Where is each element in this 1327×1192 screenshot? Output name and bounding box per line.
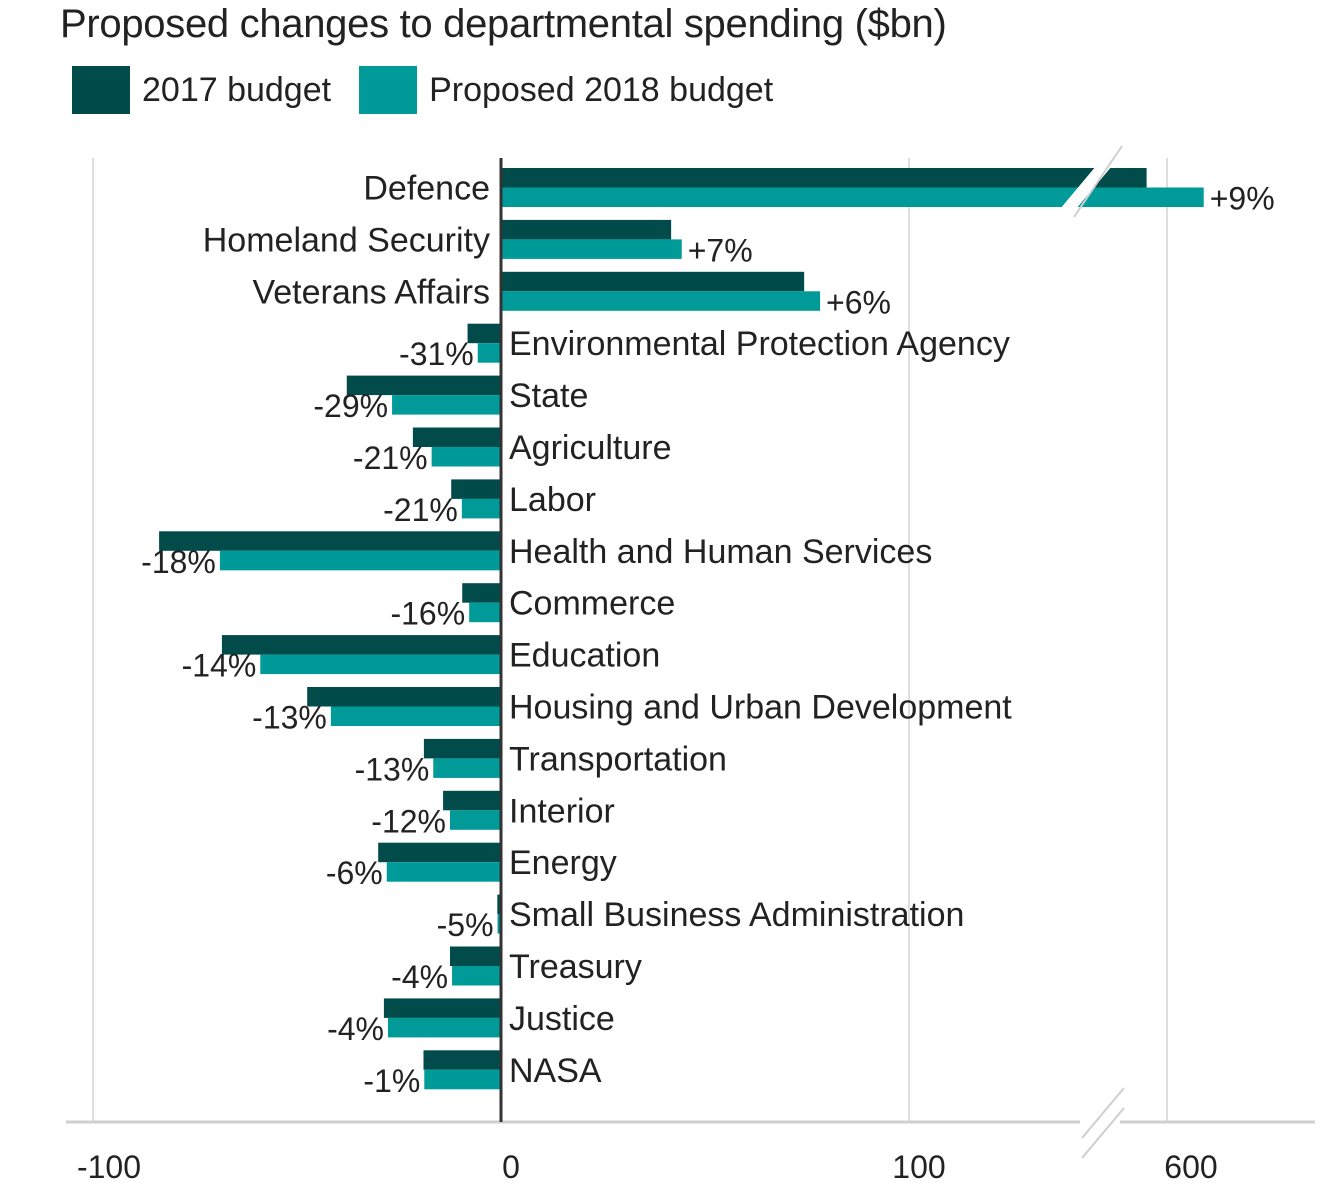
bar-2018 (452, 966, 501, 986)
legend-label-2018: Proposed 2018 budget (429, 70, 774, 109)
bar-2017 (383, 998, 501, 1018)
category-label: Health and Human Services (509, 533, 932, 571)
legend: 2017 budget Proposed 2018 budget (72, 66, 801, 114)
change-label: -14% (182, 648, 257, 684)
change-label: -13% (252, 700, 327, 736)
bar-2017 (423, 738, 501, 759)
bar-2018 (431, 447, 501, 467)
axis-break-gap (1080, 1095, 1120, 1155)
bar-2018 (387, 1017, 501, 1038)
x-tick-label: 600 (1164, 1149, 1217, 1185)
legend-swatch-2017 (72, 66, 130, 114)
category-label: State (509, 377, 588, 415)
category-label: Agriculture (509, 429, 672, 467)
change-label: +6% (826, 284, 891, 320)
category-label: Environmental Protection Agency (509, 325, 1010, 363)
bar-2017 (450, 946, 501, 966)
category-label: Defence (363, 170, 490, 208)
change-label: -21% (353, 440, 428, 476)
bar-2017 (497, 894, 501, 915)
category-label: Education (509, 637, 660, 675)
change-label: -12% (371, 803, 446, 839)
legend-swatch-2018 (359, 66, 418, 114)
axis-break-mark (1081, 1107, 1125, 1159)
legend-item-2018: Proposed 2018 budget (359, 66, 773, 114)
bar-2018 (219, 550, 501, 571)
bar-break-gap (1060, 166, 1112, 209)
change-label: -4% (327, 1011, 384, 1047)
bar-2018 (469, 602, 501, 623)
change-label: -31% (399, 336, 474, 372)
bar-2018 (501, 291, 821, 311)
category-label: Commerce (509, 585, 675, 623)
bar-2017 (443, 790, 501, 811)
chart-title: Proposed changes to departmental spendin… (60, 2, 947, 46)
x-tick-label: 100 (892, 1149, 945, 1185)
bar-2017 (462, 583, 501, 603)
category-label: Veterans Affairs (252, 273, 490, 311)
bar-2017 (346, 375, 501, 396)
bar-2018 (433, 758, 501, 778)
change-label: -4% (391, 959, 448, 995)
x-tick-label: 0 (502, 1149, 520, 1185)
change-label: -16% (390, 596, 465, 632)
x-tick-label: -100 (77, 1149, 141, 1185)
bar-2018 (386, 862, 501, 882)
bar-2017 (378, 842, 501, 863)
change-label: -13% (355, 751, 430, 787)
bar-2017 (501, 168, 1147, 188)
bar-2018 (392, 395, 501, 415)
bar-2018 (501, 187, 1204, 207)
category-label: Small Business Administration (509, 896, 964, 934)
category-label: Energy (509, 844, 617, 882)
bar-2018 (260, 654, 501, 675)
change-label: -5% (437, 907, 494, 943)
bar-2018 (497, 914, 501, 934)
category-label: Labor (509, 481, 596, 519)
bar-2018 (461, 498, 501, 519)
bar-2018 (450, 810, 501, 830)
bar-2017 (423, 1050, 501, 1070)
bar-2018 (330, 706, 501, 726)
bar-2017 (451, 479, 501, 499)
bar-2017 (467, 323, 501, 344)
bar-2018 (477, 343, 501, 363)
change-label: -18% (141, 544, 216, 580)
bar-2017 (307, 687, 501, 707)
bar-2017 (412, 427, 501, 447)
category-label: Housing and Urban Development (509, 689, 1012, 727)
change-label: -21% (383, 492, 458, 528)
bar-2017 (221, 635, 502, 655)
change-label: +9% (1210, 181, 1275, 217)
bar-2017 (501, 219, 672, 240)
change-label: +7% (688, 232, 753, 268)
legend-item-2017: 2017 budget (72, 66, 331, 114)
axis-break-mark (1081, 1087, 1125, 1139)
category-label: Treasury (509, 948, 642, 986)
category-label: NASA (509, 1052, 602, 1090)
change-label: -29% (313, 388, 388, 424)
legend-label-2017: 2017 budget (142, 70, 332, 109)
bar-2018 (424, 1069, 501, 1090)
category-label: Homeland Security (203, 221, 490, 259)
category-label: Interior (509, 792, 615, 830)
category-label: Justice (509, 1000, 615, 1038)
category-label: Transportation (509, 740, 727, 778)
bar-2017 (159, 531, 501, 551)
bar-2017 (501, 271, 805, 292)
bar-break-mark (1073, 145, 1123, 218)
change-label: -6% (326, 855, 383, 891)
bar-2018 (501, 239, 682, 259)
change-label: -1% (363, 1063, 420, 1099)
